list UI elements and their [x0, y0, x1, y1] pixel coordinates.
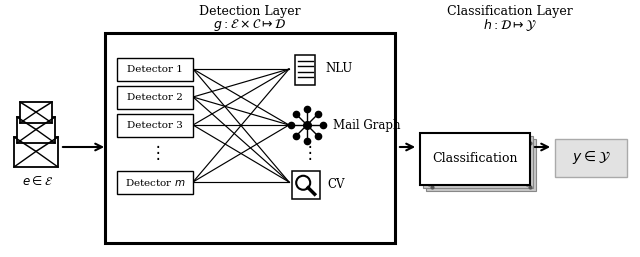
FancyBboxPatch shape — [555, 139, 627, 177]
Text: NLU: NLU — [325, 62, 352, 76]
Text: Classification: Classification — [432, 152, 518, 166]
FancyBboxPatch shape — [292, 171, 320, 199]
FancyBboxPatch shape — [20, 102, 52, 123]
FancyBboxPatch shape — [117, 86, 193, 108]
Text: $\vdots$: $\vdots$ — [149, 142, 161, 161]
Text: $\vdots$: $\vdots$ — [301, 142, 312, 161]
Text: Detector 2: Detector 2 — [127, 93, 183, 102]
FancyBboxPatch shape — [423, 136, 533, 188]
Text: $g : \mathcal{E} \times \mathcal{C} \mapsto \mathcal{D}$: $g : \mathcal{E} \times \mathcal{C} \map… — [213, 17, 287, 33]
Text: Detector $m$: Detector $m$ — [125, 177, 186, 188]
Text: Classification Layer: Classification Layer — [447, 5, 573, 18]
Text: $h : \mathcal{D} \mapsto \mathcal{Y}$: $h : \mathcal{D} \mapsto \mathcal{Y}$ — [483, 17, 537, 33]
Text: Detector 1: Detector 1 — [127, 65, 183, 74]
Text: $e \in \mathcal{E}$: $e \in \mathcal{E}$ — [22, 175, 54, 188]
Text: $y \in \mathcal{Y}$: $y \in \mathcal{Y}$ — [572, 150, 611, 167]
Text: Detector 3: Detector 3 — [127, 121, 183, 130]
Text: Detection Layer: Detection Layer — [199, 5, 301, 18]
FancyBboxPatch shape — [105, 33, 395, 243]
FancyBboxPatch shape — [117, 170, 193, 194]
Text: Mail Graph: Mail Graph — [333, 118, 401, 132]
FancyBboxPatch shape — [420, 133, 530, 185]
Text: CV: CV — [327, 178, 344, 190]
FancyBboxPatch shape — [17, 117, 55, 143]
FancyBboxPatch shape — [14, 137, 58, 167]
FancyBboxPatch shape — [295, 55, 315, 85]
FancyBboxPatch shape — [117, 58, 193, 80]
FancyBboxPatch shape — [117, 114, 193, 136]
FancyBboxPatch shape — [426, 139, 536, 191]
